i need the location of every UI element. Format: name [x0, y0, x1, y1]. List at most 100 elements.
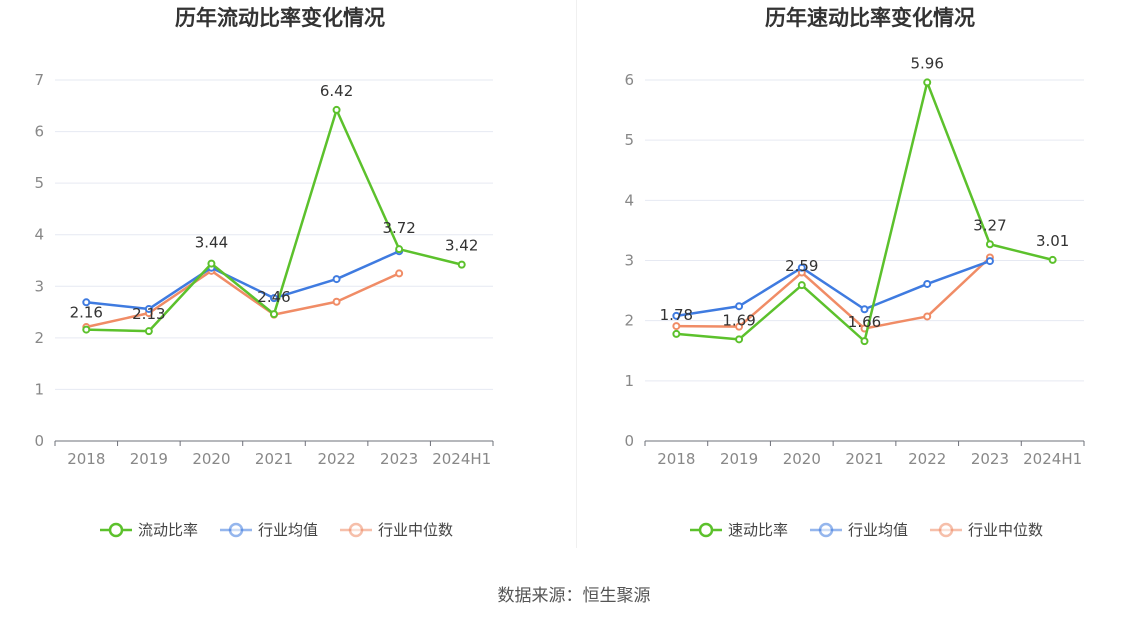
series-line [86, 250, 400, 311]
y-tick-label: 5 [624, 131, 634, 149]
data-label: 3.72 [382, 219, 415, 237]
x-tick-label: 2019 [720, 450, 758, 468]
data-label: 5.96 [911, 54, 944, 72]
data-point [923, 312, 932, 321]
data-label: 3.44 [195, 234, 228, 252]
x-tick-label: 2018 [657, 450, 695, 468]
legend-label: 速动比率 [728, 521, 788, 539]
data-label: 1.69 [722, 311, 755, 329]
data-label: 2.16 [70, 304, 103, 322]
y-tick-label: 6 [34, 123, 44, 141]
current-ratio-chart: 历年流动比率变化情况 0 1 2 3 4 5 6 7 2018 2019 2020 2021 2022 20… [0, 0, 574, 560]
data-point [672, 311, 681, 320]
quick-ratio-chart: 历年速动比率变化情况 0 1 2 3 4 5 6 2018 2019 2020 2021 2022 202… [574, 0, 1148, 560]
x-tick-label: 2022 [908, 450, 946, 468]
y-tick-label: 6 [624, 71, 634, 89]
y-tick-label: 3 [624, 252, 634, 270]
data-point [672, 329, 681, 338]
data-point [82, 298, 91, 307]
legend-item[interactable]: 流动比率 [100, 521, 198, 539]
data-point [332, 297, 341, 306]
data-point [270, 310, 278, 319]
x-tick-label: 2021 [255, 450, 293, 468]
data-source: 数据来源：恒生聚源 [497, 586, 651, 606]
legend-item[interactable]: 速动比率 [690, 521, 788, 539]
x-tick-label: 2020 [192, 450, 230, 468]
y-tick-label: 5 [34, 174, 44, 192]
legend-marker [698, 522, 714, 538]
data-label: 2.13 [132, 305, 165, 323]
legend-marker [818, 522, 834, 538]
data-point [82, 325, 91, 334]
data-point [797, 263, 806, 272]
x-tick-label: 2024H1 [432, 450, 491, 468]
data-point [923, 279, 932, 288]
data-point [270, 294, 278, 303]
legend-label: 行业均值 [258, 521, 318, 539]
data-point [144, 327, 153, 336]
y-tick-label: 2 [34, 329, 44, 347]
data-point [395, 245, 404, 254]
chart-svg: 历年流动比率变化情况 0 1 2 3 4 5 6 7 2018 2019 2020 2021 2022 20… [34, 6, 494, 539]
chart-title: 历年速动比率变化情况 [765, 6, 975, 30]
x-tick-label: 2023 [971, 450, 1009, 468]
legend-marker [228, 522, 244, 538]
data-label: 1.66 [848, 313, 881, 331]
x-tick-label: 2018 [67, 450, 105, 468]
x-tick-label: 2024H1 [1023, 450, 1082, 468]
series-line [86, 269, 400, 329]
legend-label: 行业均值 [848, 521, 908, 539]
legend-item[interactable]: 行业中位数 [340, 521, 453, 539]
data-point [985, 257, 994, 266]
panel-divider [576, 0, 577, 548]
x-tick-label: 2020 [783, 450, 821, 468]
legend-label: 行业中位数 [378, 521, 453, 539]
x-tick-label: 2023 [380, 450, 418, 468]
data-point [923, 78, 932, 87]
data-point [797, 281, 806, 290]
legend-item[interactable]: 行业中位数 [930, 521, 1043, 539]
x-tick-label: 2019 [130, 450, 168, 468]
data-point [144, 304, 153, 313]
legend-label: 流动比率 [138, 521, 198, 539]
data-label: 2.59 [785, 257, 818, 275]
x-tick-label: 2021 [845, 450, 883, 468]
legend-label: 行业中位数 [968, 521, 1043, 539]
data-point [735, 335, 744, 344]
data-point [672, 322, 681, 331]
y-tick-label: 4 [624, 191, 634, 209]
data-label: 1.78 [660, 306, 693, 324]
series-line [676, 259, 991, 318]
legend-marker [108, 522, 124, 538]
data-point [457, 260, 466, 269]
y-tick-label: 2 [624, 312, 634, 330]
y-tick-label: 1 [624, 372, 634, 390]
data-point [860, 305, 869, 314]
series-line [676, 81, 1053, 343]
legend-marker [938, 522, 954, 538]
chart-svg: 历年速动比率变化情况 0 1 2 3 4 5 6 2018 2019 2020 2021 2022 202… [624, 6, 1085, 539]
data-point [395, 269, 404, 278]
legend-marker [348, 522, 364, 538]
y-tick-label: 7 [34, 71, 44, 89]
data-label: 6.42 [320, 82, 353, 100]
x-tick-label: 2022 [317, 450, 355, 468]
y-tick-label: 0 [624, 432, 634, 450]
data-point [207, 259, 216, 268]
data-point [1048, 255, 1057, 264]
data-point [735, 322, 744, 331]
y-tick-label: 4 [34, 226, 44, 244]
data-point [332, 105, 341, 114]
legend-item[interactable]: 行业均值 [810, 521, 908, 539]
y-tick-label: 3 [34, 277, 44, 295]
data-label: 2.46 [257, 288, 290, 306]
legend-item[interactable]: 行业均值 [220, 521, 318, 539]
y-tick-label: 1 [34, 380, 44, 398]
y-tick-label: 0 [34, 432, 44, 450]
data-label: 3.42 [445, 237, 478, 255]
data-point [860, 337, 869, 346]
data-label: 3.27 [973, 216, 1006, 234]
data-point [985, 240, 994, 249]
data-point [332, 275, 341, 284]
chart-title: 历年流动比率变化情况 [175, 6, 385, 30]
